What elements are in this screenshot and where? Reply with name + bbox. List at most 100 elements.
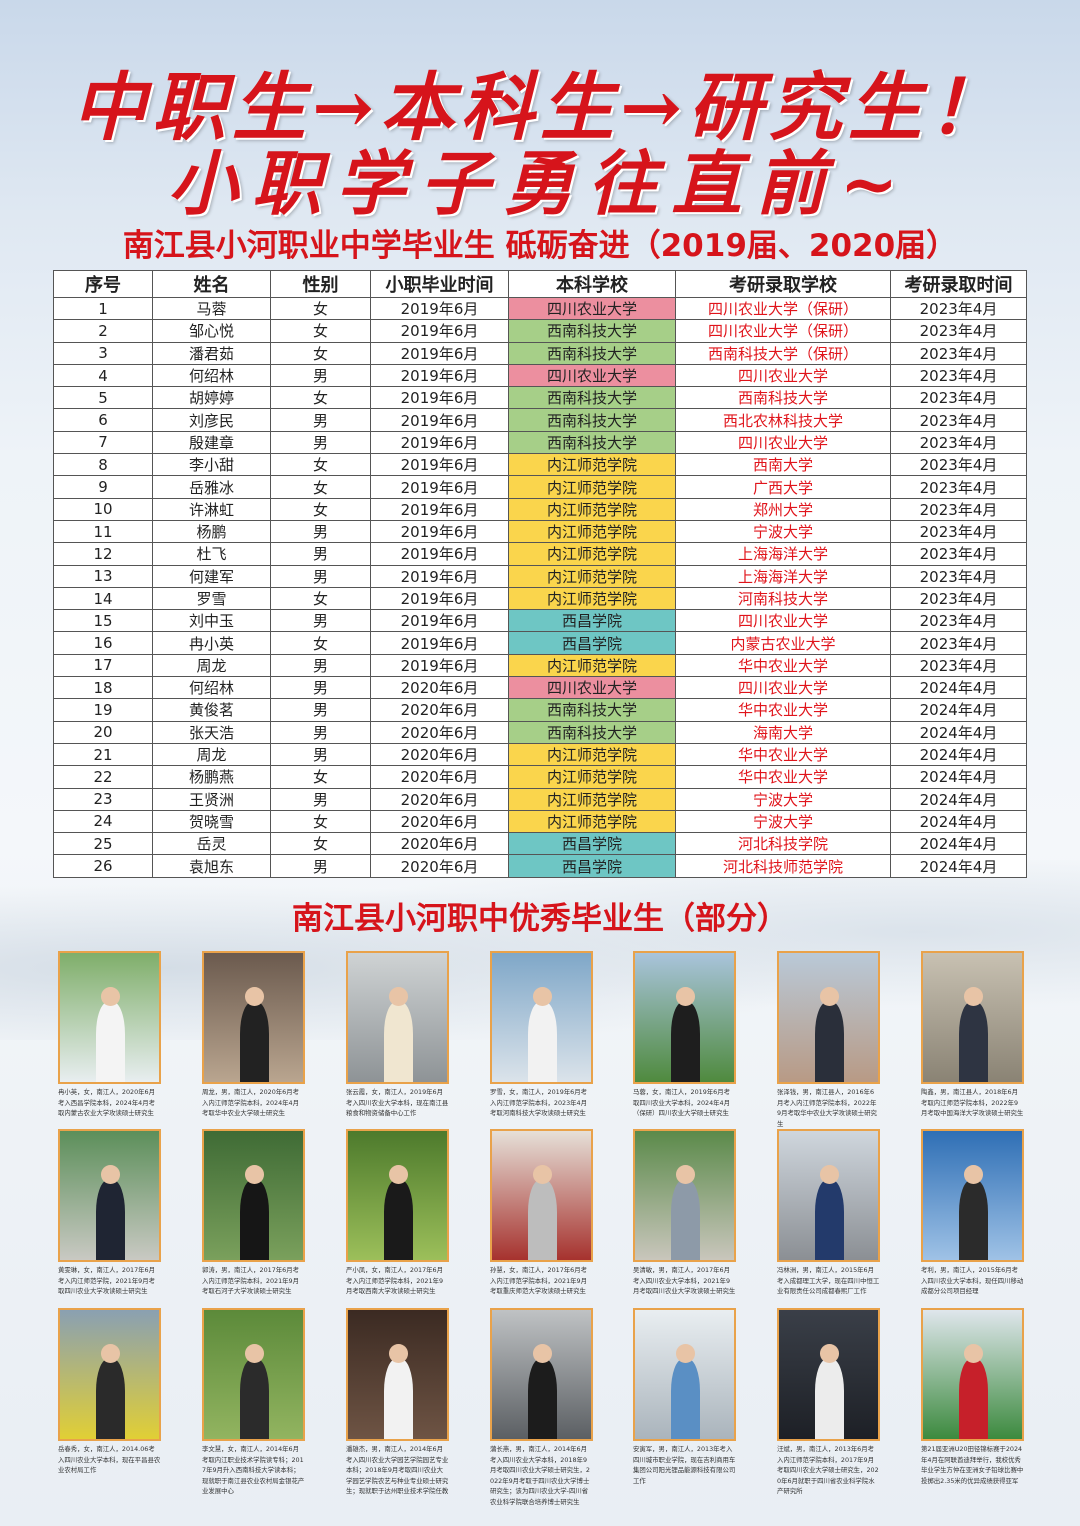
- cell-gender: 男: [270, 542, 371, 566]
- cell-undergrad-school: 内江师范学院: [508, 497, 676, 521]
- person-figure: [95, 1002, 126, 1082]
- table-row: 18 何绍林男 2020年6月 四川农业大学 四川农业大学 2024年4月: [53, 676, 1027, 700]
- person-head: [388, 1343, 409, 1363]
- graduate-caption: 吴清敏，男，南江人，2017年6月考入四川农业大学本科，2021年9月考取四川农…: [633, 1266, 736, 1295]
- cell-name: 潘君茹: [152, 341, 271, 365]
- cell-undergrad-school: 内江师范学院: [508, 564, 676, 588]
- cell-gender: 女: [270, 296, 371, 321]
- cell-index: 8: [53, 453, 153, 477]
- cell-grad-school: 广西大学: [675, 475, 891, 499]
- cell-name: 邹心悦: [152, 319, 271, 343]
- col-header-grad-school: 考研录取学校: [675, 270, 891, 298]
- cell-grad-time: 2019年6月: [370, 319, 509, 343]
- cell-undergrad-school: 西南科技大学: [508, 341, 676, 365]
- graduate-card: 吴清敏，男，南江人，2017年6月考入四川农业大学本科，2021年9月考取四川农…: [633, 1129, 736, 1297]
- cell-undergrad-school: 内江师范学院: [508, 586, 676, 611]
- table-row: 9 岳雅冰女 2019年6月 内江师范学院 广西大学 2023年4月: [53, 475, 1027, 499]
- cell-name: 岳雅冰: [152, 475, 271, 499]
- graduate-photo: [346, 1129, 449, 1262]
- col-header-undergrad-school: 本科学校: [508, 270, 676, 298]
- person-head: [532, 1343, 553, 1363]
- graduate-photo: [921, 951, 1024, 1084]
- table-row: 19 黄俊茗男 2020年6月 西南科技大学 华中农业大学 2024年4月: [53, 698, 1027, 722]
- col-header-grad-time: 小职毕业时间: [370, 270, 509, 298]
- person-head: [100, 986, 121, 1006]
- cell-name: 王贤洲: [152, 787, 271, 811]
- cell-grad-school: 华中农业大学: [675, 698, 891, 722]
- graduate-caption: 安寅军，男，南江人，2013年考入四川城市职业学院，现在吉利商用车集团公司阳光锂…: [633, 1445, 736, 1485]
- person-head: [963, 1164, 984, 1184]
- person-figure: [670, 1359, 701, 1439]
- cell-undergrad-school: 西南科技大学: [508, 698, 676, 722]
- graduate-photo: [490, 951, 593, 1084]
- cell-admit-time: 2024年4月: [890, 854, 1027, 878]
- cell-gender: 男: [270, 609, 371, 633]
- cell-grad-school: 河北科技学院: [675, 832, 891, 856]
- cell-grad-time: 2019年6月: [370, 296, 509, 321]
- cell-grad-time: 2019年6月: [370, 363, 509, 388]
- cell-gender: 男: [270, 430, 371, 455]
- cell-gender: 男: [270, 653, 371, 678]
- cell-name: 袁旭东: [152, 854, 271, 878]
- table-row: 23 王贤洲男 2020年6月 内江师范学院 宁波大学 2024年4月: [53, 787, 1027, 811]
- table-row: 26 袁旭东男 2020年6月 西昌学院 河北科技师范学院 2024年4月: [53, 854, 1027, 878]
- table-row: 8 李小甜女 2019年6月 内江师范学院 西南大学 2023年4月: [53, 453, 1027, 477]
- cell-grad-time: 2020年6月: [370, 832, 509, 856]
- cell-admit-time: 2024年4月: [890, 698, 1027, 722]
- cell-grad-time: 2019年6月: [370, 408, 509, 432]
- cell-index: 2: [53, 319, 153, 343]
- person-figure: [239, 1002, 270, 1082]
- graduate-card: 汪斌，男，南江人，2013年6月考入内江师范学院本科，2017年9月考取四川农业…: [777, 1308, 880, 1497]
- cell-grad-time: 2019年6月: [370, 653, 509, 678]
- cell-index: 16: [53, 631, 153, 655]
- cell-index: 14: [53, 586, 153, 611]
- cell-grad-school: 西北农林科技大学: [675, 408, 891, 432]
- cell-undergrad-school: 内江师范学院: [508, 809, 676, 834]
- graduate-caption: 潘雄杰，男，南江人，2014年6月考入四川农业大学园艺学院园艺专业本科；2018…: [346, 1445, 449, 1495]
- graduate-photo: [633, 1308, 736, 1441]
- graduate-card: 潘雄杰，男，南江人，2014年6月考入四川农业大学园艺学院园艺专业本科；2018…: [346, 1308, 449, 1497]
- cell-grad-school: 四川农业大学: [675, 430, 891, 455]
- cell-admit-time: 2023年4月: [890, 497, 1027, 521]
- cell-undergrad-school: 内江师范学院: [508, 475, 676, 499]
- table-title: 南江县小河职业中学毕业生 砥砺奋进（2019届、2020届）: [122, 228, 958, 264]
- cell-gender: 女: [270, 586, 371, 611]
- cell-index: 11: [53, 519, 153, 544]
- cell-grad-school: 西南科技大学: [675, 386, 891, 410]
- cell-grad-school: 四川农业大学: [675, 363, 891, 388]
- table-row: 20 张天浩男 2020年6月 西南科技大学 海南大学 2024年4月: [53, 720, 1027, 744]
- person-figure: [958, 1180, 989, 1260]
- person-figure: [958, 1002, 989, 1082]
- cell-name: 周龙: [152, 742, 271, 767]
- cell-grad-time: 2020年6月: [370, 787, 509, 811]
- graduate-caption: 冯林洲，男，南江人，2015年6月考入成都理工大学，现在四川中恒工业有限责任公司…: [777, 1266, 880, 1295]
- graduate-photo: [58, 951, 161, 1084]
- cell-grad-school: 上海海洋大学: [675, 542, 891, 566]
- graduates-table: 序号 姓名 性别 小职毕业时间 本科学校 考研录取学校 考研录取时间 1 马蓉女 2…: [53, 270, 1027, 878]
- cell-gender: 女: [270, 475, 371, 499]
- person-head: [675, 986, 696, 1006]
- graduate-photo: [633, 1129, 736, 1262]
- cell-grad-time: 2019年6月: [370, 475, 509, 499]
- graduate-caption: 严小凤，女，南江人，2017年6月考入内江师范学院本科，2021年9月考取西南大…: [346, 1266, 444, 1295]
- cell-admit-time: 2024年4月: [890, 742, 1027, 767]
- cell-admit-time: 2023年4月: [890, 653, 1027, 678]
- cell-grad-school: 华中农业大学: [675, 653, 891, 678]
- cell-grad-time: 2019年6月: [370, 497, 509, 521]
- cell-index: 21: [53, 742, 153, 767]
- cell-admit-time: 2023年4月: [890, 631, 1027, 655]
- table-row: 5 胡婷婷女 2019年6月 西南科技大学 西南科技大学 2023年4月: [53, 386, 1027, 410]
- cell-undergrad-school: 内江师范学院: [508, 653, 676, 678]
- cell-index: 3: [53, 341, 153, 365]
- graduate-card: 蒲长燕，男，南江人，2014年6月考入四川农业大学本科，2018年9月考取四川农…: [490, 1308, 593, 1507]
- cell-gender: 女: [270, 341, 371, 365]
- cell-undergrad-school: 四川农业大学: [508, 363, 676, 388]
- cell-grad-time: 2019年6月: [370, 341, 509, 365]
- cell-grad-time: 2020年6月: [370, 854, 509, 878]
- cell-admit-time: 2023年4月: [890, 319, 1027, 343]
- graduate-photo: [777, 951, 880, 1084]
- graduate-photo: [346, 951, 449, 1084]
- cell-name: 杨鹏: [152, 519, 271, 544]
- gallery-title: 南江县小河职中优秀毕业生（部分）: [292, 901, 788, 937]
- cell-name: 何建军: [152, 564, 271, 588]
